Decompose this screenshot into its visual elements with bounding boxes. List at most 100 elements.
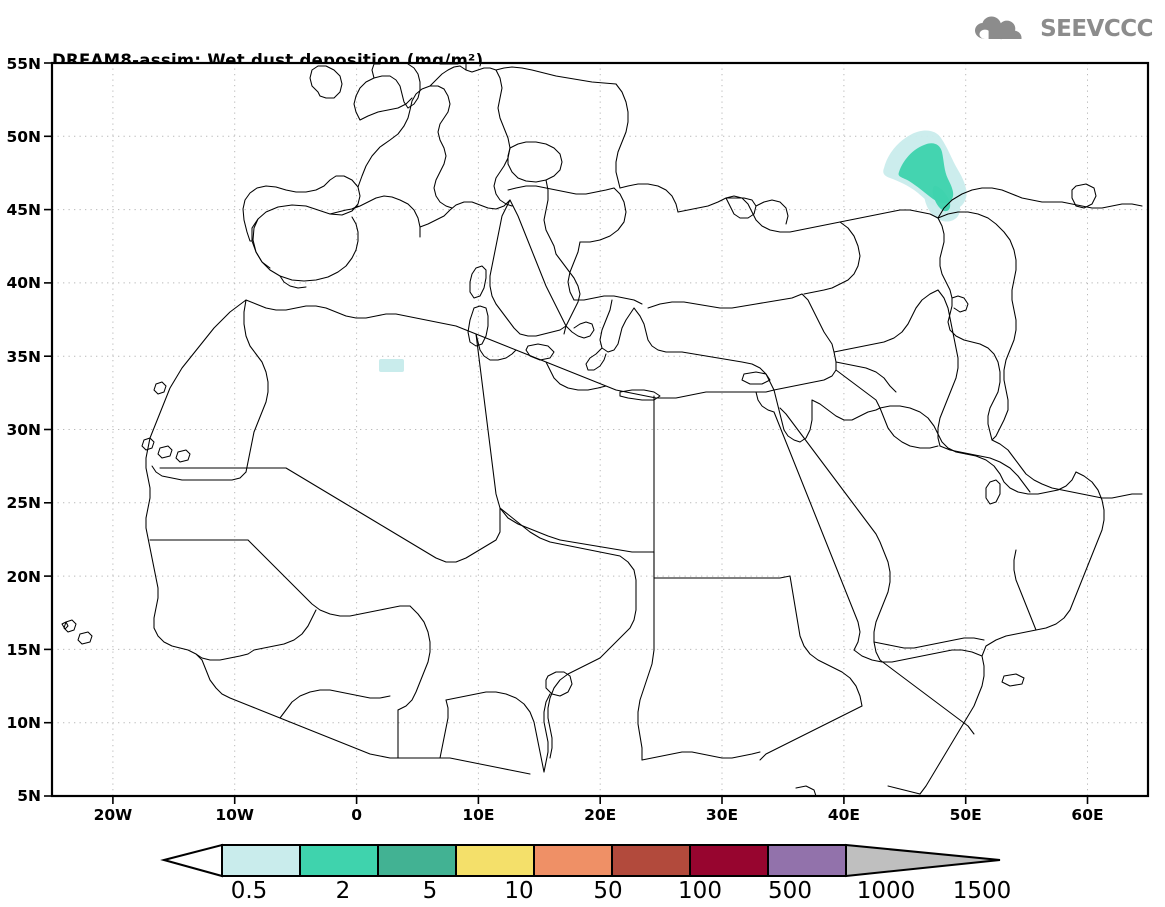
coast-guinea — [201, 659, 411, 759]
coast-libya-sirte — [545, 361, 607, 391]
coast-uae-oman — [981, 471, 1105, 657]
xtick-50E: 50E — [950, 806, 982, 824]
coast-kenya-east — [887, 785, 921, 795]
coast-netherlands-belgium — [429, 65, 461, 87]
coast-canary-1 — [141, 437, 155, 451]
colorbar-segment-2-5 — [299, 844, 379, 877]
border-libya-chad-sudan — [559, 539, 655, 553]
border-iran-iraq — [937, 289, 959, 447]
border-saudi-oman — [1013, 549, 1037, 631]
coast-nile-delta — [755, 391, 775, 413]
coast-iberia — [242, 175, 361, 242]
colorbar-segment-5-10 — [377, 844, 457, 877]
coast-lakevictoria-n — [795, 785, 817, 796]
coast-gulf-guinea — [409, 757, 531, 775]
coast-italy-west — [489, 199, 567, 337]
map-gridlines — [52, 63, 1148, 796]
coast-redsea-east — [779, 407, 891, 661]
xtick-10W: 10W — [215, 806, 254, 824]
coast-sardinia — [467, 305, 489, 347]
border-ethiopia-kenya — [759, 705, 863, 761]
xtick-60E: 60E — [1071, 806, 1103, 824]
coast-italy-east — [509, 199, 567, 327]
coast-iberia-south — [251, 216, 359, 282]
coast-madeira — [153, 381, 167, 395]
coast-france-atlantic — [357, 85, 445, 188]
border-morocco-wsahara — [151, 465, 247, 481]
border-iran-east — [991, 439, 1143, 499]
ytick-20N: 20N — [6, 568, 41, 586]
coast-cyprus — [741, 371, 771, 385]
coast-northafrica — [245, 299, 775, 399]
coast-senegal-gambia — [195, 649, 255, 661]
ytick-25N: 25N — [6, 494, 41, 512]
map-geography — [61, 63, 1143, 796]
coast-cabo-verde-2 — [77, 631, 93, 645]
border-niger-chad — [499, 507, 637, 659]
border-saudi-jordan — [811, 399, 881, 421]
coast-gulf-west — [879, 405, 1077, 495]
coast-socotra — [1001, 673, 1025, 687]
border-niger-nigeria — [445, 691, 545, 773]
coast-blacksea-north — [677, 195, 841, 233]
coast-volga-delta — [951, 295, 969, 313]
border-algeria-libya — [475, 333, 561, 541]
xtick-20E: 20E — [584, 806, 616, 824]
coast-greece — [599, 299, 635, 353]
coast-sicily — [525, 343, 555, 361]
border-bulgaria-greece — [573, 295, 643, 305]
colorbar-under-arrow — [160, 843, 223, 878]
border-mali-burkina — [397, 605, 431, 711]
dust-deposition-field — [379, 130, 967, 372]
border-syria-iraq — [835, 369, 881, 409]
seevccc-logo: SEEVCCC — [973, 14, 1153, 44]
border-chad-cameroon — [547, 657, 601, 759]
coast-caspian-east — [937, 211, 1017, 441]
coast-redsea-west — [773, 411, 861, 651]
border-southsudan — [641, 751, 761, 761]
coast-aral-small — [1071, 183, 1097, 209]
coast-turkey-west — [633, 307, 683, 353]
axis-ticks — [44, 62, 1089, 804]
logo-wordmark: SEEVCCC — [1040, 15, 1153, 42]
border-turkey-syria — [773, 351, 837, 391]
coast-azores-1 — [61, 621, 69, 630]
border-hungary-romania — [579, 187, 627, 243]
ytick-50N: 50N — [6, 128, 41, 146]
cloud-wind-icon — [975, 16, 1022, 40]
colorbar-label-2: 2 — [336, 878, 351, 904]
coast-turkey-north — [647, 293, 803, 309]
border-algeria-mali-niger — [285, 467, 501, 563]
coast-crimea — [725, 197, 757, 219]
border-poland-east — [615, 83, 629, 189]
coast-caspian-west — [937, 217, 1001, 441]
deposition-patch-algeria — [379, 359, 404, 372]
coast-blacksea-east — [803, 221, 861, 295]
deposition-contour-2-5-tail — [932, 185, 951, 212]
ytick-40N: 40N — [6, 274, 41, 292]
ytick-15N: 15N — [6, 641, 41, 659]
ytick-45N: 45N — [6, 201, 41, 219]
colorbar-segment-100-500 — [611, 844, 691, 877]
coast-azov — [755, 199, 789, 225]
coast-corsica — [469, 265, 487, 299]
border-saudi-yemen — [873, 637, 985, 649]
map-plot-background — [52, 63, 1148, 796]
colorbar-label-5: 5 — [423, 878, 438, 904]
y-axis-labels: 55N 50N 45N 40N 35N 30N 25N 20N 15N 10N … — [6, 55, 41, 805]
border-turkey-east — [801, 293, 835, 353]
border-france-italy-swiss — [419, 199, 511, 228]
border-balkans-1 — [543, 179, 557, 255]
colorbar-label-100: 100 — [678, 878, 722, 904]
ytick-55N: 55N — [6, 55, 41, 73]
coast-adriatic-east — [555, 253, 581, 335]
colorbar-label-1500: 1500 — [953, 878, 1012, 904]
x-axis-labels: 20W 10W 0 10E 20E 30E 40E 50E 60E — [94, 806, 1104, 824]
ytick-5N: 5N — [17, 787, 41, 805]
coast-gulf-north — [939, 445, 1031, 493]
colorbar-segment-500-1000 — [689, 844, 769, 877]
ytick-30N: 30N — [6, 421, 41, 439]
border-austria-hungary — [507, 185, 615, 195]
colorbar-segment-1000-1500 — [767, 844, 847, 877]
coast-ireland — [309, 65, 343, 99]
